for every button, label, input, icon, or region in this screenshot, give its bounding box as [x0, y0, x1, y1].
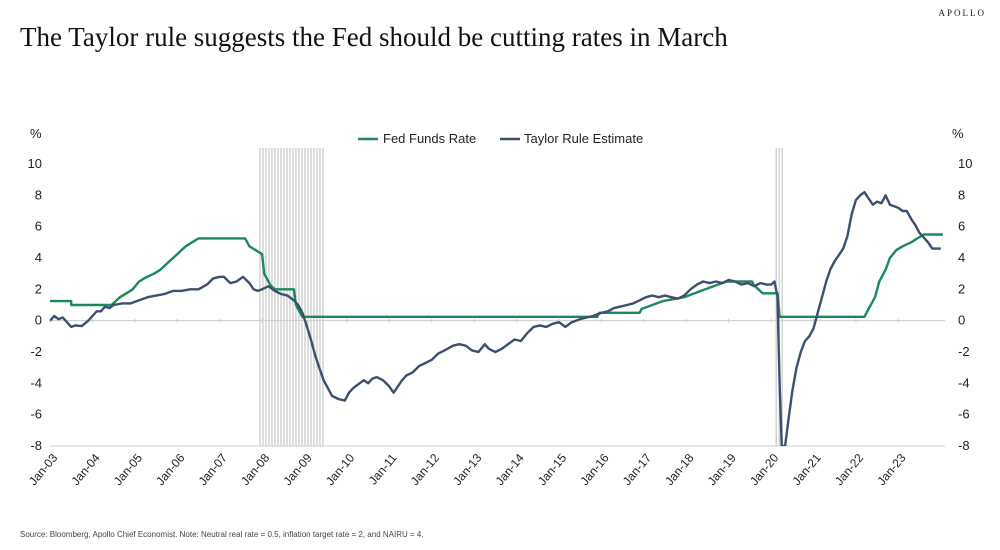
x-tick-label: Jan-03	[26, 451, 61, 488]
y-tick-right: 0	[958, 313, 965, 328]
y-tick-left: -4	[30, 375, 42, 390]
x-tick-label: Jan-18	[662, 451, 697, 488]
y-tick-left: 2	[35, 281, 42, 296]
y-tick-right: -4	[958, 375, 970, 390]
series-line-taylor-rule-estimate	[50, 191, 941, 446]
x-tick-label: Jan-13	[450, 451, 485, 488]
y-tick-right: 10	[958, 156, 972, 171]
x-tick-label: Jan-14	[493, 451, 528, 488]
y-tick-right: -2	[958, 344, 970, 359]
x-tick-label: Jan-23	[874, 451, 909, 488]
recession-shading	[259, 148, 783, 446]
x-tick-label: Jan-04	[68, 451, 103, 488]
x-tick-label: Jan-22	[832, 451, 867, 488]
x-tick-label: Jan-19	[705, 451, 740, 488]
x-tick-label: Jan-09	[280, 451, 315, 488]
legend-label-fed-funds-rate: Fed Funds Rate	[383, 131, 476, 146]
x-tick-label: Jan-11	[366, 451, 400, 488]
x-tick-label: Jan-07	[196, 451, 231, 488]
chart-title: The Taylor rule suggests the Fed should …	[20, 22, 728, 52]
y-tick-left: 10	[28, 156, 42, 171]
x-tick-label: Jan-16	[577, 451, 612, 488]
y-tick-right: -6	[958, 407, 970, 422]
chart-area: % % -8 -8 -6 -6 -4 -4 -2 -2 0 0 2 2 4 4 6 6 8 8 10 10 Jan-03…	[26, 126, 972, 488]
y-tick-left: 0	[35, 313, 42, 328]
y-tick-left: 4	[35, 250, 42, 265]
x-tick-label: Jan-21	[789, 451, 824, 488]
x-tick-label: Jan-20	[747, 451, 782, 488]
x-tick-label: Jan-17	[620, 451, 655, 488]
series-line-fed-funds-rate	[50, 233, 943, 318]
y-tick-left: 8	[35, 187, 42, 202]
y-tick-left: -2	[30, 344, 42, 359]
left-axis-unit: %	[30, 126, 42, 141]
source-note: Source: Bloomberg, Apollo Chief Economis…	[20, 530, 424, 539]
y-tick-right: 6	[958, 219, 965, 234]
chart-legend: Fed Funds Rate Taylor Rule Estimate	[358, 131, 643, 146]
y-tick-left: -8	[30, 438, 42, 453]
brand-logo: APOLLO	[938, 8, 986, 18]
x-tick-label: Jan-05	[111, 451, 146, 488]
y-tick-right: 8	[958, 187, 965, 202]
chart-axes: % % -8 -8 -6 -6 -4 -4 -2 -2 0 0 2 2 4 4 6 6 8 8 10 10 Jan-03…	[26, 126, 972, 488]
y-tick-right: -8	[958, 438, 970, 453]
y-tick-right: 4	[958, 250, 965, 265]
x-tick-label: Jan-10	[323, 451, 358, 488]
recession-band-1	[259, 148, 324, 446]
x-tick-label: Jan-06	[153, 451, 188, 488]
y-tick-right: 2	[958, 281, 965, 296]
y-tick-left: 6	[35, 219, 42, 234]
x-tick-label: Jan-08	[238, 451, 273, 488]
y-tick-left: -6	[30, 407, 42, 422]
x-tick-label: Jan-15	[535, 451, 570, 488]
right-axis-unit: %	[952, 126, 964, 141]
legend-label-taylor-rule: Taylor Rule Estimate	[524, 131, 643, 146]
chart-series	[50, 191, 943, 446]
x-tick-label: Jan-12	[408, 451, 443, 488]
